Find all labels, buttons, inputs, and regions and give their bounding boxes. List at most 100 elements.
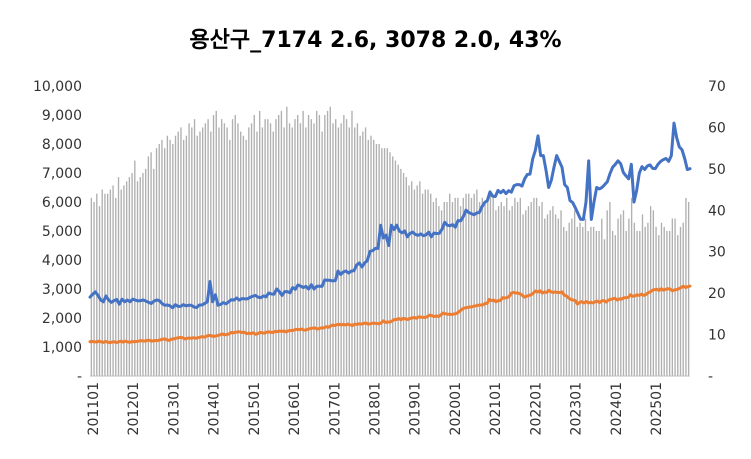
bar xyxy=(487,197,489,376)
bar xyxy=(93,202,95,376)
bar xyxy=(611,231,614,376)
bar xyxy=(343,115,345,376)
bar xyxy=(345,119,348,376)
bar xyxy=(144,168,147,376)
bar xyxy=(383,148,386,376)
bar xyxy=(332,123,334,376)
x-axis-tick-label: 201901 xyxy=(408,382,424,435)
bar xyxy=(272,131,274,376)
bar xyxy=(136,181,139,376)
bar xyxy=(302,110,304,377)
bar xyxy=(283,127,285,377)
bar xyxy=(193,119,196,376)
bar xyxy=(386,148,388,376)
bar xyxy=(155,148,158,376)
bar xyxy=(158,144,160,376)
bar xyxy=(430,193,432,376)
bar xyxy=(601,218,603,376)
bar xyxy=(544,218,546,376)
bar xyxy=(595,231,598,376)
bar xyxy=(557,218,560,376)
x-axis-tick-label: 201701 xyxy=(327,382,343,435)
bar xyxy=(546,214,549,376)
bar xyxy=(134,160,136,376)
bar xyxy=(443,202,445,376)
bar xyxy=(424,189,426,376)
bar xyxy=(432,202,435,376)
bar xyxy=(310,119,312,376)
left-axis-tick-label: 2,000 xyxy=(42,311,82,327)
bar xyxy=(408,185,410,376)
bar xyxy=(294,119,296,376)
bar xyxy=(117,177,120,376)
bar xyxy=(375,144,378,376)
bar xyxy=(280,110,283,377)
right-axis-tick-label: 70 xyxy=(708,79,726,95)
bar xyxy=(454,197,456,376)
bar xyxy=(468,193,470,376)
bar xyxy=(364,127,367,377)
right-axis-tick-label: 30 xyxy=(708,245,726,261)
left-axis-tick-label: 7,000 xyxy=(42,166,82,182)
bar xyxy=(177,131,179,376)
right-axis-tick-label: 60 xyxy=(708,120,726,136)
bar xyxy=(139,177,141,376)
bar xyxy=(451,202,454,376)
bar xyxy=(226,127,228,377)
bar xyxy=(549,210,551,376)
bar xyxy=(622,210,625,376)
bar xyxy=(440,210,443,376)
bar xyxy=(185,135,188,376)
bar xyxy=(196,135,198,376)
bar xyxy=(326,110,329,377)
bar xyxy=(359,135,361,376)
bar xyxy=(370,135,372,376)
bar xyxy=(527,206,530,376)
bar xyxy=(655,226,657,376)
bar xyxy=(191,127,193,377)
bar xyxy=(470,197,473,376)
bar xyxy=(299,123,302,376)
bar xyxy=(201,127,204,377)
bar xyxy=(478,202,481,376)
left-axis-tick-label: 4,000 xyxy=(42,253,82,269)
bar xyxy=(438,206,440,376)
bar xyxy=(199,131,201,376)
bar xyxy=(663,226,665,376)
bar xyxy=(682,222,684,376)
bar xyxy=(687,202,690,376)
bar xyxy=(218,127,220,377)
bar xyxy=(484,202,486,376)
bar xyxy=(514,197,516,376)
bar xyxy=(234,115,236,376)
bar xyxy=(131,173,133,376)
bar xyxy=(115,197,117,376)
right-axis-tick-label: 10 xyxy=(708,328,726,344)
bar xyxy=(316,110,318,377)
bar xyxy=(530,202,532,376)
bar xyxy=(223,123,226,376)
bar xyxy=(288,123,291,376)
bar xyxy=(400,168,402,376)
bar xyxy=(161,139,163,376)
bar xyxy=(267,119,269,376)
bar xyxy=(381,148,383,376)
bar xyxy=(405,177,407,376)
bar xyxy=(125,181,128,376)
bar xyxy=(563,226,565,376)
bar xyxy=(329,106,331,377)
bar xyxy=(242,135,245,376)
x-axis-tick-label: 201501 xyxy=(247,382,263,435)
bar xyxy=(362,131,364,376)
bar xyxy=(535,197,538,376)
bar xyxy=(671,218,674,376)
bar xyxy=(516,202,519,376)
bar xyxy=(174,135,177,376)
bar xyxy=(617,218,619,376)
bar xyxy=(240,131,242,376)
bar xyxy=(269,123,272,376)
chart-title: 용산구_7174 2.6, 3078 2.0, 43% xyxy=(189,28,562,53)
bar xyxy=(609,202,611,376)
